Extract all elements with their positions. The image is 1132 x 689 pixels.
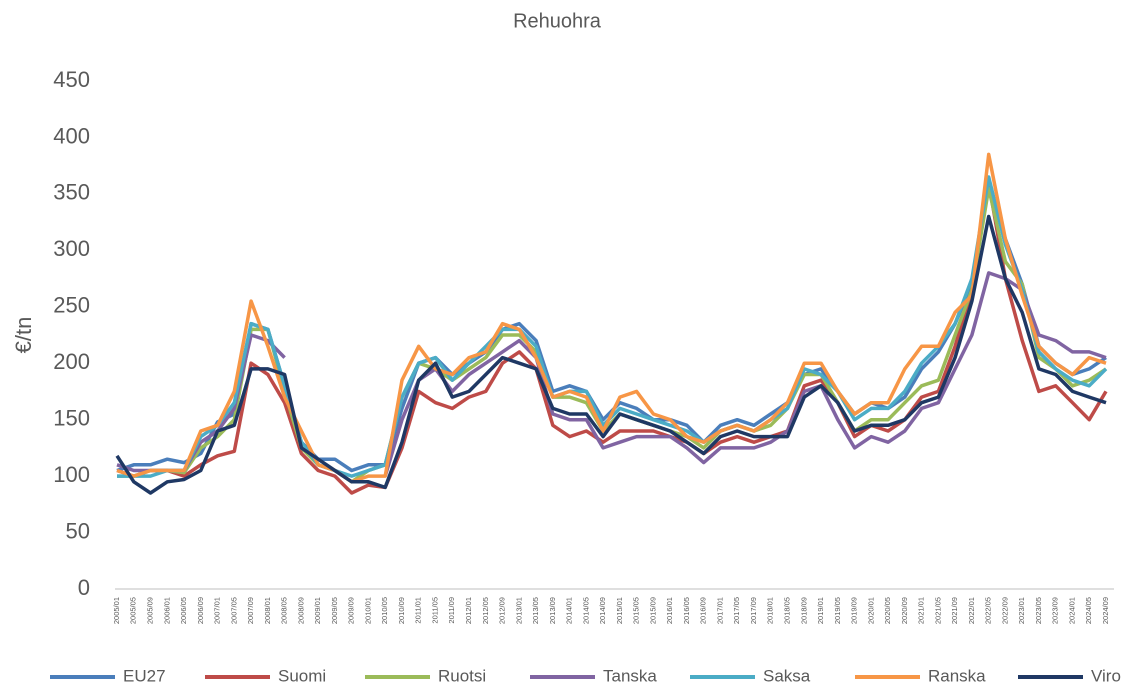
x-tick-label: 2021/09 [950, 597, 959, 624]
x-tick-label: 2023/09 [1051, 597, 1060, 624]
x-tick-label: 2017/05 [732, 597, 741, 624]
x-tick-label: 2007/01 [213, 597, 222, 624]
x-tick-label: 2012/01 [464, 597, 473, 624]
x-tick-label: 2010/01 [363, 597, 372, 624]
legend-label: Ranska [928, 666, 986, 685]
x-tick-label: 2006/09 [196, 597, 205, 624]
x-tick-label: 2009/09 [347, 597, 356, 624]
x-tick-label: 2022/01 [967, 597, 976, 624]
x-tick-label: 2008/09 [296, 597, 305, 624]
y-tick-label: 250 [53, 293, 90, 318]
x-tick-label: 2016/05 [682, 597, 691, 624]
y-tick-label: 450 [53, 67, 90, 92]
x-tick-label: 2010/05 [380, 597, 389, 624]
x-tick-label: 2021/01 [917, 597, 926, 624]
x-tick-label: 2005/09 [146, 597, 155, 624]
x-tick-label: 2005/05 [129, 597, 138, 624]
x-tick-label: 2023/01 [1017, 597, 1026, 624]
x-tick-label: 2013/05 [531, 597, 540, 624]
x-tick-label: 2015/09 [648, 597, 657, 624]
y-tick-label: 300 [53, 236, 90, 261]
y-axis-label: €/tn [11, 317, 36, 354]
x-tick-label: 2016/09 [699, 597, 708, 624]
x-tick-label: 2018/01 [766, 597, 775, 624]
x-tick-label: 2021/05 [933, 597, 942, 624]
x-tick-label: 2014/01 [565, 597, 574, 624]
y-tick-label: 200 [53, 349, 90, 374]
series-line [116, 271, 1107, 477]
x-tick-label: 2022/05 [984, 597, 993, 624]
x-tick-label: 2017/01 [715, 597, 724, 624]
x-tick-label: 2017/09 [749, 597, 758, 624]
x-tick-label: 2006/01 [162, 597, 171, 624]
legend-label: Suomi [278, 666, 326, 685]
x-tick-label: 2011/09 [447, 597, 456, 624]
x-tick-label: 2018/05 [782, 597, 791, 624]
legend-label: EU27 [123, 666, 166, 685]
y-tick-label: 150 [53, 405, 90, 430]
x-tick-label: 2013/09 [548, 597, 557, 624]
legend-label: Tanska [603, 666, 657, 685]
x-tick-label: 2007/09 [246, 597, 255, 624]
x-tick-label: 2024/01 [1067, 597, 1076, 624]
y-tick-label: 100 [53, 462, 90, 487]
x-tick-label: 2019/01 [816, 597, 825, 624]
x-tick-label: 2008/05 [280, 597, 289, 624]
x-tick-label: 2009/01 [313, 597, 322, 624]
legend-label: Ruotsi [438, 666, 486, 685]
x-tick-label: 2010/09 [397, 597, 406, 624]
x-tick-label: 2024/05 [1084, 597, 1093, 624]
legend-label: Viro [1091, 666, 1121, 685]
y-tick-label: 400 [53, 123, 90, 148]
y-tick-label: 350 [53, 180, 90, 205]
x-tick-label: 2009/05 [330, 597, 339, 624]
x-tick-label: 2014/09 [598, 597, 607, 624]
x-tick-label: 2012/09 [498, 597, 507, 624]
x-tick-label: 2006/05 [179, 597, 188, 624]
x-tick-label: 2023/05 [1034, 597, 1043, 624]
x-tick-label: 2007/05 [229, 597, 238, 624]
chart-title: Rehuohra [513, 10, 602, 32]
x-tick-label: 2022/09 [1000, 597, 1009, 624]
x-tick-label: 2019/05 [833, 597, 842, 624]
x-tick-label: 2008/01 [263, 597, 272, 624]
x-tick-label: 2020/09 [900, 597, 909, 624]
y-tick-label: 0 [78, 575, 90, 600]
x-tick-label: 2005/01 [112, 597, 121, 624]
x-tick-label: 2015/01 [615, 597, 624, 624]
x-tick-label: 2018/09 [799, 597, 808, 624]
x-tick-label: 2019/09 [850, 597, 859, 624]
series-line [116, 180, 1108, 495]
x-tick-label: 2020/05 [883, 597, 892, 624]
x-tick-label: 2014/05 [581, 597, 590, 624]
x-tick-label: 2012/05 [481, 597, 490, 624]
y-tick-label: 50 [66, 518, 90, 543]
series-line [116, 152, 1107, 484]
series-line [115, 214, 1107, 495]
x-tick-label: 2024/09 [1101, 597, 1110, 624]
x-tick-label: 2011/01 [414, 597, 423, 624]
x-tick-label: 2013/01 [514, 597, 523, 624]
x-tick-label: 2011/05 [430, 597, 439, 624]
x-tick-label: 2015/05 [632, 597, 641, 624]
x-tick-label: 2020/01 [866, 597, 875, 624]
x-tick-label: 2016/01 [665, 597, 674, 624]
legend-label: Saksa [763, 666, 811, 685]
